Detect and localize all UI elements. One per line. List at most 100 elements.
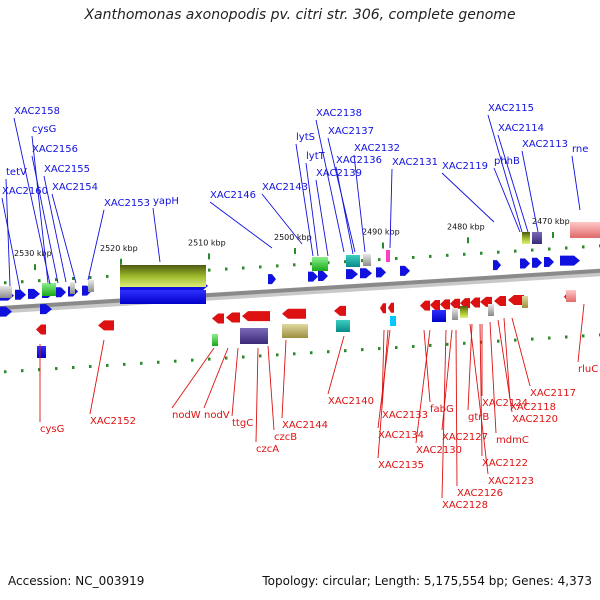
tick-dot: [38, 279, 41, 283]
forward-gene-arrow: [0, 306, 12, 317]
reverse-gene-arrow: [242, 311, 270, 322]
forward-gene-label-leader: [441, 172, 495, 223]
reverse-gene-label: XAC2120: [512, 414, 558, 425]
reverse-gene-label-leader: [171, 347, 215, 409]
major-tick: [34, 264, 36, 271]
reverse-gene-label-leader: [255, 347, 259, 443]
forward-gene-arrow: [40, 304, 52, 315]
tick-dot: [38, 368, 41, 372]
tick-dot: [378, 258, 381, 262]
tick-dot: [191, 358, 194, 362]
tick-dot: [293, 263, 296, 267]
forward-gene-label-leader: [51, 193, 77, 284]
reverse-gene-arrow: [380, 303, 386, 314]
tick-dot: [259, 354, 262, 358]
gene-block-purple: [532, 232, 542, 244]
forward-gene-label-leader: [521, 150, 539, 233]
tick-dot: [531, 337, 534, 341]
reverse-gene-label: nodV: [204, 410, 230, 421]
reverse-gene-label-leader: [267, 345, 275, 431]
forward-gene-label-leader: [31, 135, 49, 284]
forward-gene-arrow: [28, 288, 40, 299]
reverse-gene-label: XAC2152: [90, 416, 136, 427]
tick-dot: [4, 370, 7, 374]
forward-gene-arrow: [532, 257, 542, 268]
forward-gene-label: XAC2154: [52, 182, 98, 193]
forward-gene-label-leader: [497, 134, 529, 233]
forward-gene-arrow: [318, 270, 328, 281]
forward-gene-label: XAC2158: [14, 106, 60, 117]
tick-dot: [21, 280, 24, 284]
reverse-gene-label: XAC2127: [442, 432, 488, 443]
gene-block-tan: [522, 296, 528, 308]
tick-dot: [123, 362, 126, 366]
gene-block-gray: [488, 304, 494, 316]
gene-block-green: [212, 334, 218, 346]
reverse-gene-label: cysG: [40, 424, 64, 435]
gene-block-gray: [88, 280, 94, 292]
gene-block-gray: [70, 282, 75, 294]
forward-gene-arrow: [520, 258, 530, 269]
tick-dot: [344, 349, 347, 353]
tick-dot: [310, 262, 313, 266]
tick-dot: [463, 252, 466, 256]
reverse-gene-label: mdmC: [496, 435, 529, 446]
tick-dot: [514, 338, 517, 342]
tick-dot: [582, 245, 585, 249]
gene-block-gray: [363, 254, 371, 266]
forward-gene-label-leader: [315, 119, 345, 253]
tick-dot: [531, 248, 534, 252]
tick-dot: [429, 343, 432, 347]
tick-dot: [361, 259, 364, 263]
reverse-gene-arrow: [450, 298, 460, 309]
tick-dot: [208, 268, 211, 272]
tick-dot: [395, 257, 398, 261]
tick-dot: [225, 356, 228, 360]
forward-gene-label: XAC2137: [328, 126, 374, 137]
reverse-gene-arrow: [430, 300, 440, 311]
forward-gene-label-leader: [487, 114, 523, 233]
tick-dot: [55, 367, 58, 371]
scale-labels: 2530 kbp 2520 kbp 2510 kbp 2500 kbp 2490 kbp…: [14, 217, 570, 271]
major-tick: [552, 232, 554, 239]
forward-gene-label: XAC2156: [32, 144, 78, 155]
forward-gene-label: XAC2114: [498, 123, 544, 134]
reverse-gene-label: gtrB: [468, 412, 489, 423]
tick-dot: [480, 340, 483, 344]
gene-block-pink: [570, 222, 600, 238]
tick-dot: [344, 260, 347, 264]
reverse-gene-label: XAC2140: [328, 396, 374, 407]
forward-gene-label-leader: [87, 209, 105, 281]
forward-gene-label-leader: [315, 179, 329, 257]
tick-dot: [310, 351, 313, 355]
reverse-gene-label-leader: [89, 339, 105, 415]
forward-gene-arrow: [493, 260, 501, 271]
forward-gene-label-leader: [31, 155, 59, 284]
tick-dot: [242, 266, 245, 270]
forward-gene-label: XAC2131: [392, 157, 438, 168]
reverse-gene-label: czcB: [274, 432, 297, 443]
reverse-gene-label: fabG: [430, 404, 454, 415]
reverse-gene-label-leader: [489, 321, 497, 434]
forward-gene-label: XAC2138: [316, 108, 362, 119]
major-tick: [294, 248, 296, 255]
genome-summary-label: Topology: circular; Length: 5,175,554 bp…: [262, 574, 592, 588]
tick-dot: [514, 249, 517, 253]
reverse-gene-label: XAC2117: [530, 388, 576, 399]
forward-gene-label: XAC2143: [262, 182, 308, 193]
reverse-gene-label: czcA: [256, 444, 279, 455]
reverse-gene-label-leader: [503, 317, 511, 401]
forward-gene-label: XAC2153: [104, 198, 150, 209]
reverse-gene-arrow: [36, 324, 46, 335]
gene-block-purple: [240, 328, 268, 344]
tick-dot: [361, 348, 364, 352]
tick-dot: [395, 346, 398, 350]
tick-dot: [157, 360, 160, 364]
reverse-gene-label: nodW: [172, 410, 201, 421]
gene-block-olive: [522, 232, 530, 244]
forward-gene-label: XAC2146: [210, 190, 256, 201]
gene-block-teal: [336, 320, 350, 332]
tick-dot: [276, 264, 279, 268]
tick-dot: [548, 336, 551, 340]
